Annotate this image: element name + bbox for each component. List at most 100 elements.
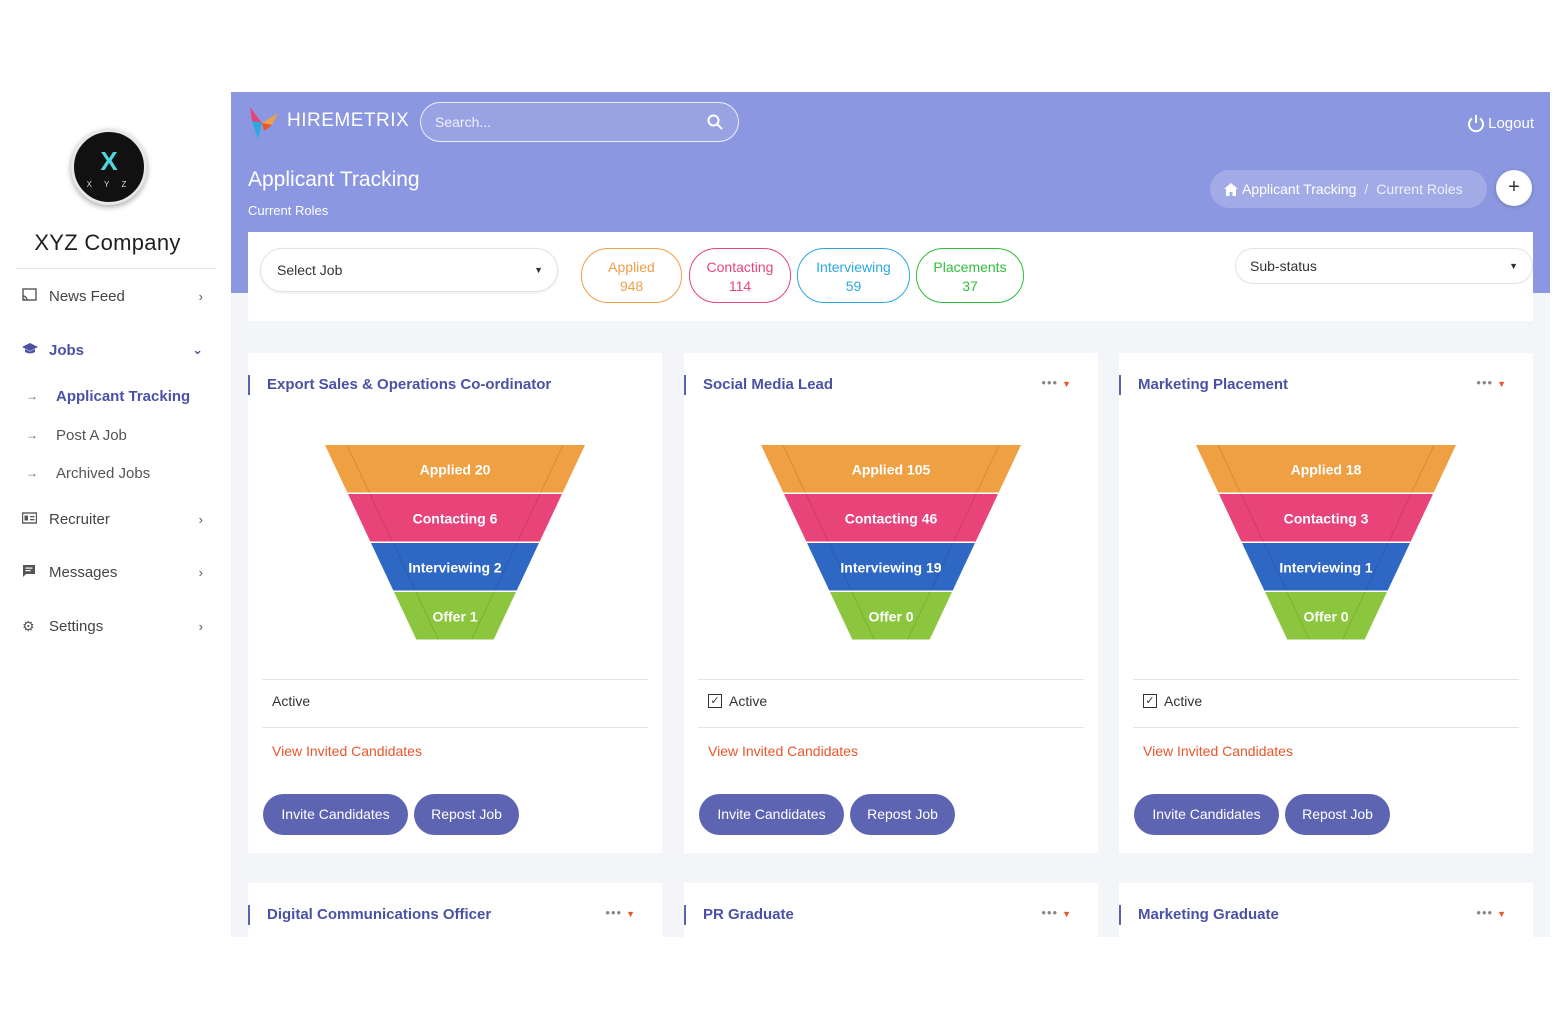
- funnel-segment: [807, 543, 975, 591]
- funnel-edge: [1411, 445, 1435, 493]
- sidebar-subitem-applicant-tracking[interactable]: → Applicant Tracking: [26, 383, 211, 409]
- funnel-label: Interviewing 1: [1279, 560, 1373, 576]
- main-content: HIREMETRIX Logout Applicant Tracking Cur…: [231, 92, 1550, 937]
- funnel-segment: [325, 445, 585, 493]
- active-checkbox[interactable]: ✓: [1143, 694, 1157, 708]
- sidebar-item-news-feed[interactable]: News Feed ›: [22, 281, 207, 311]
- substatus-dropdown[interactable]: Sub-status ▼: [1235, 248, 1533, 284]
- funnel-chart: Applied 20 Contacting 6 Interviewing 2 Offe…: [325, 445, 585, 640]
- sidebar-divider: [16, 268, 216, 269]
- pill-count: 948: [619, 278, 644, 294]
- funnel-edge: [1240, 493, 1264, 542]
- funnel-label: Offer 0: [868, 609, 913, 625]
- breadcrumb-separator: /: [1364, 181, 1369, 197]
- sidebar-subitem-post-a-job[interactable]: → Post A Job: [26, 422, 211, 448]
- chevron-down-icon: ⌄: [192, 342, 203, 357]
- sidebar-item-label: Settings: [49, 617, 104, 635]
- power-icon: [1468, 115, 1485, 133]
- funnel-label: Contacting 3: [1284, 511, 1369, 527]
- card-menu-button[interactable]: ••• ▼: [605, 905, 636, 920]
- card-divider: [698, 679, 1084, 680]
- id-card-icon: [21, 511, 49, 527]
- caret-down-icon: ▼: [626, 909, 636, 919]
- pill-label: Applied: [608, 259, 655, 275]
- sidebar-item-label: News Feed: [49, 287, 125, 305]
- more-icon: •••: [1041, 375, 1059, 390]
- view-invited-candidates-link[interactable]: View Invited Candidates: [1143, 743, 1293, 759]
- funnel-segment: [348, 494, 562, 542]
- funnel-segment: [1242, 543, 1410, 591]
- funnel-edge: [953, 493, 977, 542]
- sidebar-item-jobs[interactable]: Jobs ⌄: [22, 335, 207, 365]
- repost-job-button[interactable]: Repost Job: [414, 794, 519, 835]
- search-input[interactable]: [435, 111, 695, 133]
- invite-candidates-button[interactable]: Invite Candidates: [1134, 794, 1279, 835]
- funnel-segment: [1219, 494, 1433, 542]
- funnel-edge: [369, 493, 393, 542]
- pill-contacting[interactable]: Contacting 114: [689, 248, 791, 303]
- active-checkbox[interactable]: ✓: [708, 694, 722, 708]
- pill-placements[interactable]: Placements 37: [916, 248, 1024, 303]
- select-job-dropdown[interactable]: Select Job ▼: [260, 248, 558, 292]
- arrow-right-icon: →: [26, 428, 38, 442]
- card-menu-button[interactable]: ••• ▼: [1476, 905, 1507, 920]
- job-title[interactable]: Social Media Lead: [684, 375, 1098, 395]
- active-status-label: Active: [1164, 693, 1203, 709]
- funnel-segment: [784, 494, 998, 542]
- funnel-edge: [851, 591, 875, 640]
- page-title: Applicant Tracking: [248, 168, 420, 191]
- active-status: ✓ Active: [708, 693, 767, 709]
- repost-job-button[interactable]: Repost Job: [1285, 794, 1390, 835]
- funnel-label: Contacting 6: [413, 511, 498, 527]
- funnel-segment: [1265, 592, 1387, 640]
- funnel-segment: [394, 592, 516, 640]
- repost-job-button[interactable]: Repost Job: [850, 794, 955, 835]
- job-title[interactable]: Digital Communications Officer: [248, 905, 662, 925]
- caret-down-icon: ▼: [1062, 909, 1072, 919]
- job-title[interactable]: Marketing Graduate: [1119, 905, 1533, 925]
- pill-applied[interactable]: Applied 948: [581, 248, 682, 303]
- sidebar-subitem-archived-jobs[interactable]: → Archived Jobs: [26, 460, 211, 486]
- pill-count: 59: [845, 278, 862, 294]
- company-name: XYZ Company: [34, 230, 181, 255]
- page-subtitle: Current Roles: [248, 203, 329, 218]
- topbar: HIREMETRIX Logout: [231, 92, 1550, 158]
- invite-candidates-button[interactable]: Invite Candidates: [263, 794, 408, 835]
- sidebar-item-messages[interactable]: Messages ›: [22, 557, 207, 587]
- job-title[interactable]: PR Graduate: [684, 905, 1098, 925]
- card-divider: [262, 727, 648, 728]
- active-status-label: Active: [272, 693, 311, 709]
- card-menu-button[interactable]: ••• ▼: [1041, 905, 1072, 920]
- search-icon[interactable]: [706, 113, 724, 131]
- sidebar-item-recruiter[interactable]: Recruiter ›: [21, 504, 207, 534]
- card-menu-button[interactable]: ••• ▼: [1041, 375, 1072, 390]
- job-title[interactable]: Marketing Placement: [1119, 375, 1533, 395]
- job-card: Social Media Lead ••• ▼ Applied 105 Contac…: [684, 353, 1098, 853]
- funnel-edge: [494, 542, 518, 591]
- invite-candidates-button[interactable]: Invite Candidates: [699, 794, 844, 835]
- funnel-label: Interviewing 19: [840, 560, 941, 576]
- logout-button[interactable]: Logout: [1467, 114, 1534, 133]
- card-menu-button[interactable]: ••• ▼: [1476, 375, 1507, 390]
- pill-count: 114: [728, 278, 752, 294]
- breadcrumb-link[interactable]: Applicant Tracking: [1242, 181, 1357, 197]
- pill-interviewing[interactable]: Interviewing 59: [797, 248, 910, 303]
- funnel-label: Contacting 46: [845, 511, 938, 527]
- active-status-label: Active: [729, 693, 768, 709]
- funnel-edge: [805, 493, 829, 542]
- funnel-label: Applied 20: [420, 462, 491, 478]
- sidebar-item-settings[interactable]: ⚙ Settings ›: [22, 611, 207, 641]
- caret-down-icon: ▼: [1509, 261, 1518, 271]
- funnel-edge: [828, 542, 852, 591]
- view-invited-candidates-link[interactable]: View Invited Candidates: [708, 743, 858, 759]
- home-icon[interactable]: [1224, 182, 1238, 196]
- view-invited-candidates-link[interactable]: View Invited Candidates: [272, 743, 422, 759]
- caret-down-icon: ▼: [534, 265, 543, 275]
- funnel-label: Applied 105: [852, 462, 931, 478]
- add-button[interactable]: +: [1496, 170, 1532, 206]
- logout-label: Logout: [1488, 115, 1534, 132]
- job-card: Marketing Graduate ••• ▼: [1119, 883, 1533, 937]
- funnel-edge: [976, 445, 1000, 493]
- job-title[interactable]: Export Sales & Operations Co-ordinator: [248, 375, 662, 395]
- funnel-label: Offer 1: [432, 609, 477, 625]
